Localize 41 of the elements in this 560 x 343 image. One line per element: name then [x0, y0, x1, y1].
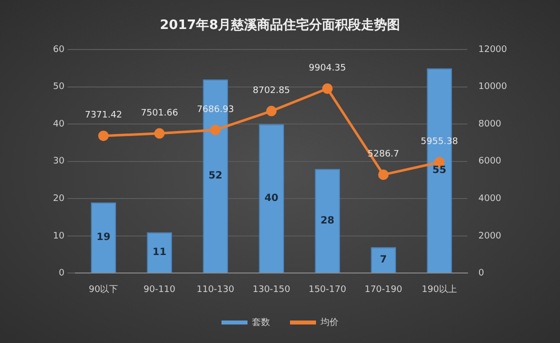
point: [210, 124, 221, 136]
chart-title: 2017年8月慈溪商品住宅分面积段走势图: [160, 17, 400, 34]
data-label: 11: [152, 247, 166, 258]
y2-tick-label: 2000: [478, 231, 502, 242]
x-tick-label: 90以下: [88, 284, 118, 295]
y2-tick-label: 4000: [478, 194, 502, 204]
data-label: 9904.35: [308, 63, 346, 74]
x-tick-label: 190以上: [422, 284, 457, 295]
data-label: 7371.42: [84, 110, 122, 121]
point: [378, 169, 389, 180]
y-tick-label: 10: [53, 231, 65, 242]
y-tick-label: 50: [53, 82, 65, 92]
x-tick-label: 110-130: [196, 284, 234, 295]
y-tick-label: 20: [53, 194, 65, 204]
legend-label: 均价: [320, 316, 338, 328]
y2-tick-label: 10000: [478, 82, 508, 92]
point: [154, 128, 165, 139]
x-tick-label: 90-110: [143, 284, 176, 295]
data-label: 55: [432, 165, 446, 176]
data-label: 8702.85: [252, 86, 290, 96]
x-tick-label: 130-150: [252, 284, 290, 295]
data-label: 7501.66: [140, 108, 178, 118]
point: [98, 130, 109, 142]
point: [322, 83, 333, 94]
y-tick-label: 60: [53, 44, 65, 55]
x-tick-label: 150-170: [308, 284, 346, 295]
data-label: 52: [208, 170, 222, 182]
x-tick-label: 170-190: [364, 284, 402, 295]
data-label: 19: [96, 232, 110, 244]
y2-tick-label: 8000: [478, 119, 502, 130]
y2-tick-label: 6000: [478, 156, 502, 167]
data-label: 28: [320, 215, 334, 226]
legend-label: 套数: [252, 316, 270, 328]
data-label: 40: [264, 193, 278, 204]
y2-tick-label: 12000: [478, 44, 508, 55]
y-tick-label: 0: [58, 268, 65, 279]
y-tick-label: 40: [53, 119, 65, 130]
y2-tick-label: 0: [478, 268, 484, 279]
data-label: 7: [380, 254, 387, 266]
point: [266, 106, 277, 116]
y-tick-label: 30: [53, 156, 65, 167]
